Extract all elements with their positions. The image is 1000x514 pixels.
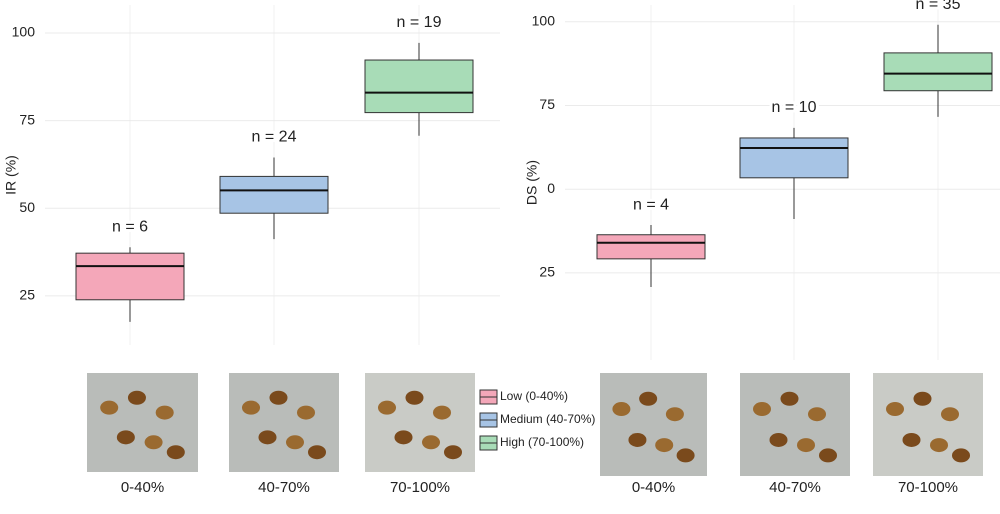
y-tick-label: 50	[19, 199, 35, 215]
seed	[797, 438, 815, 453]
seed	[808, 407, 826, 422]
x-tick-label: 70-100%	[390, 479, 450, 496]
annotation: n = 10	[772, 99, 817, 116]
seed	[394, 430, 413, 445]
y-axis-label: DS (%)	[524, 160, 540, 205]
box	[739, 137, 849, 179]
seed	[269, 390, 288, 405]
y-tick-label: 100	[12, 24, 36, 40]
y-tick-label: 100	[532, 12, 556, 28]
seed	[913, 391, 932, 406]
box	[219, 175, 329, 214]
seed	[286, 435, 304, 450]
x-tick-label: 40-70%	[769, 479, 821, 496]
seed	[676, 448, 695, 463]
seed	[930, 438, 948, 453]
seed	[405, 390, 424, 405]
box	[364, 59, 474, 114]
legend-label: High (70-100%)	[500, 435, 584, 449]
seed	[886, 402, 904, 417]
x-tick-label: 70-100%	[898, 479, 958, 496]
seed	[612, 402, 631, 417]
seed	[780, 391, 799, 406]
legend-label: Low (0-40%)	[500, 389, 568, 403]
seed	[422, 435, 440, 450]
seed	[941, 407, 959, 422]
seed	[127, 390, 146, 405]
annotation: n = 6	[112, 218, 148, 235]
x-tick-label: 0-40%	[632, 479, 675, 496]
y-tick-label: 0	[547, 180, 555, 196]
seed	[308, 445, 326, 460]
x-tick-label: 0-40%	[121, 479, 164, 496]
seed	[166, 445, 185, 460]
seed	[116, 430, 135, 445]
seed	[297, 405, 315, 420]
seed	[628, 432, 647, 447]
seed	[144, 435, 163, 450]
seed	[902, 432, 921, 447]
seed	[769, 432, 788, 447]
seed	[655, 438, 674, 453]
seed	[242, 400, 260, 415]
seed	[155, 405, 174, 420]
legend-label: Medium (40-70%)	[500, 412, 595, 426]
annotation: n = 35	[916, 0, 961, 13]
y-axis-label: IR (%)	[3, 155, 19, 195]
y-tick-label: 75	[539, 96, 555, 112]
annotation: n = 4	[633, 196, 669, 213]
seed	[639, 391, 658, 406]
annotation: n = 19	[397, 14, 442, 31]
seed	[378, 400, 396, 415]
seed	[444, 445, 462, 460]
box	[883, 52, 993, 92]
seed	[258, 430, 277, 445]
box	[75, 252, 185, 301]
seed	[100, 400, 119, 415]
seed	[753, 402, 771, 417]
seed	[952, 448, 970, 463]
box	[596, 234, 706, 260]
y-tick-label: 75	[19, 111, 35, 127]
x-tick-label: 40-70%	[258, 479, 310, 496]
y-tick-label: 25	[19, 287, 35, 303]
annotation: n = 24	[252, 129, 297, 146]
seed	[665, 407, 684, 422]
seed	[819, 448, 837, 463]
seed	[433, 405, 451, 420]
y-tick-label: 25	[539, 264, 555, 280]
